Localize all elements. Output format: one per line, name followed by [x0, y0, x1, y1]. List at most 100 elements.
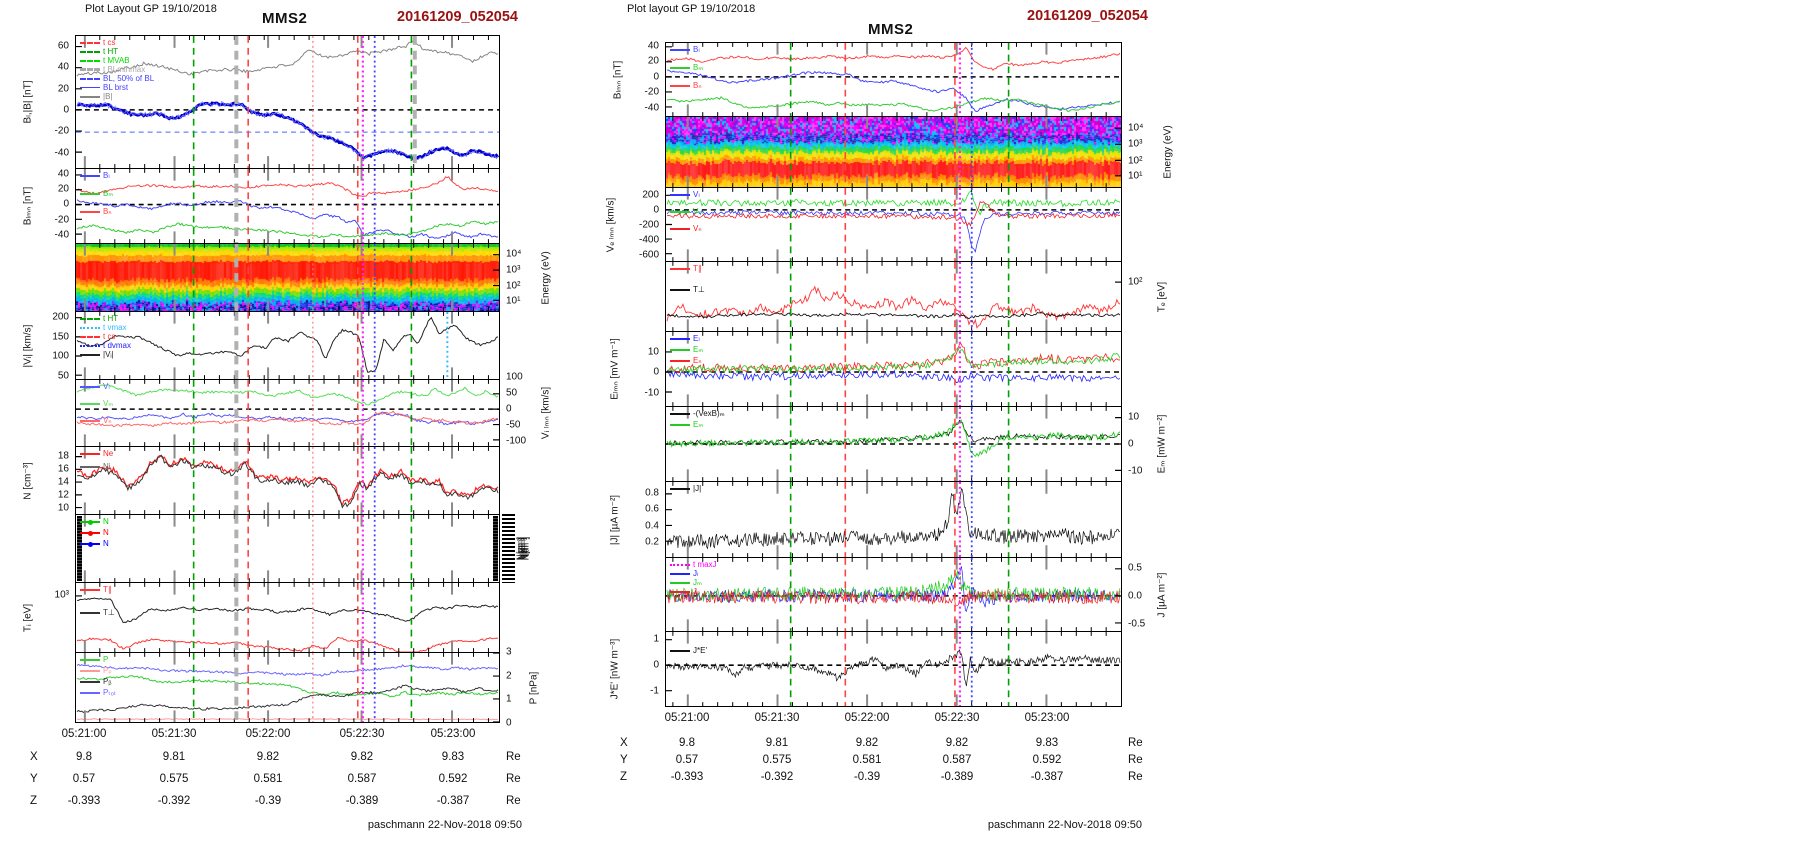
ion-energy-spectrogram-image: [76, 244, 499, 311]
legend-item: T∥: [80, 585, 115, 594]
plot-panel-j-lmn[interactable]: t maxJ Jₗ Jₘ Jₙ: [665, 557, 1122, 632]
plot-panel-e-lmn[interactable]: Eₗ Eₘ Eₙ: [665, 331, 1122, 407]
line-sample: [80, 588, 100, 591]
legend-item: Pₚ: [80, 666, 116, 675]
plot-line: [686, 262, 1048, 331]
plot-panel-vi-lmn[interactable]: Vₗ Vₘ Vₙ: [75, 379, 500, 447]
legend-item: t dvmax: [80, 341, 131, 350]
position-value: 9.81: [162, 751, 186, 763]
plot-panel-b-lmn[interactable]: Bₗ Bₘ Bₙ: [665, 42, 1122, 117]
plot-line: [672, 262, 1107, 331]
ve-lmn-plot-area: [666, 188, 1121, 261]
legend-label: Vₗ: [693, 190, 700, 199]
plot-line: [76, 663, 499, 677]
line-sample: [670, 590, 690, 593]
legend-item: Eₗ: [670, 334, 703, 343]
y-tick-label: 0: [506, 717, 512, 729]
plot-panel-ti[interactable]: T∥ T⊥: [75, 582, 500, 653]
y-tick-label: -50: [506, 419, 521, 431]
legend-label: t HT: [103, 47, 119, 56]
plot-line: [666, 343, 1121, 375]
legend-label: Vₙ: [693, 224, 702, 233]
plot-panel-ion-energy-spectrogram[interactable]: [75, 243, 500, 312]
plot-line: [686, 117, 1048, 187]
position-value: -0.393: [67, 795, 101, 807]
y-tick-label: 0.4: [645, 520, 659, 532]
dot-marker: [80, 530, 100, 536]
plot-line: [666, 96, 1121, 112]
y-tick-label: 0.6: [645, 503, 659, 515]
plot-line: [76, 39, 499, 77]
line-sample: [80, 402, 100, 405]
line-sample: [80, 691, 100, 694]
legend-label: |Vᵢ|: [103, 350, 114, 359]
plot-line: [1115, 127, 1121, 177]
y-tick-label: -40: [644, 102, 659, 114]
line-sample: [80, 680, 100, 683]
legend-item: t maxJ: [670, 560, 717, 569]
legend: t HT t vmax t cs t dvmax |Vᵢ|: [80, 314, 131, 359]
legend-item: BL brst: [80, 83, 154, 92]
position-value: 9.81: [765, 737, 789, 749]
y-tick-label: 100: [506, 371, 523, 383]
legend-item: |B|: [80, 92, 154, 101]
plot-panel-electron-energy-spectrogram[interactable]: [665, 116, 1122, 188]
y-axis-label-right: P [nPa]: [528, 671, 540, 704]
position-value: -0.392: [157, 795, 191, 807]
y-axis-label-right: Energy (eV): [540, 250, 552, 305]
legend-item: Ne: [80, 449, 113, 458]
dot-icon: [88, 519, 93, 525]
plot-panel-pressure[interactable]: P Pₚ Pᵦ Pₜₒₜ: [75, 652, 500, 723]
legend-label: P: [103, 655, 109, 664]
y-tick-label: 12: [57, 489, 69, 501]
legend: J*E': [670, 646, 707, 655]
legend: T∥ T⊥: [80, 585, 115, 631]
line-sample: [80, 210, 100, 213]
y-axis-label-right: Energy (eV): [1162, 125, 1174, 179]
position-value: -0.387: [436, 795, 470, 807]
plot-panel-ve-lmn[interactable]: Vₗ Vₘ Vₙ: [665, 187, 1122, 262]
position-unit: Re: [1128, 737, 1143, 749]
plot-panel-density[interactable]: Ne Ni: [75, 446, 500, 515]
dot-marker: [80, 519, 100, 525]
y-axis-label: Vₑ ₗₘₙ [km/s]: [605, 197, 617, 252]
layout-note: Plot Layout GP 19/10/2018: [85, 3, 217, 15]
legend-label: Jₘ: [693, 578, 702, 587]
legend-label: Jₙ: [693, 587, 701, 596]
y-tick-label: 0: [653, 204, 659, 216]
b-lmn-plot-area: [666, 43, 1121, 116]
y-tick-label: 10⁴: [1128, 122, 1144, 134]
plot-line: [666, 566, 1121, 613]
plot-panel-bl-bmag[interactable]: t cs t HT t MVAB t BLminmax BL, 50% of BL BL …: [75, 35, 500, 169]
legend-item: Vₘ: [670, 207, 703, 216]
plot-panel-em-exb[interactable]: -(VexB)ₘ Eₘ: [665, 406, 1122, 482]
y-tick-label: 16: [57, 463, 69, 475]
line-sample: [670, 84, 690, 87]
plot-line: [1115, 568, 1121, 624]
position-row-label: Y: [30, 773, 38, 785]
plot-panel-vi-mag[interactable]: t HT t vmax t cs t dvmax |Vᵢ|: [75, 311, 500, 380]
plot-line: [493, 393, 499, 441]
legend-label: Bₘ: [693, 63, 704, 72]
plot-line: [76, 317, 82, 376]
plot-line: [666, 648, 1121, 687]
y-tick-label: 3: [506, 646, 512, 658]
plot-panel-b-lmn[interactable]: Bₗ Bₘ Bₙ: [75, 168, 500, 244]
legend-item: P: [80, 655, 116, 664]
y-tick-label: 100: [52, 350, 69, 362]
y-tick-label: 0: [653, 659, 659, 671]
plot-panel-jdote[interactable]: J*E': [665, 631, 1122, 707]
electron-energy-spectrogram-image: [666, 117, 1121, 187]
legend-label: t vmax: [103, 323, 127, 332]
position-value: -0.392: [760, 771, 794, 783]
line-sample: [670, 412, 690, 415]
legend-label: T∥: [693, 264, 702, 273]
legend-label: Bₙ: [103, 207, 112, 216]
legend-label: t cs: [103, 38, 116, 47]
y-tick-label: 2: [506, 670, 512, 682]
plot-panel-te[interactable]: T∥ T⊥: [665, 261, 1122, 332]
x-time-label: 05:23:00: [1024, 712, 1070, 724]
plot-panel-jmag[interactable]: |J|: [665, 481, 1122, 558]
legend: Vₗ Vₘ Vₙ: [670, 190, 703, 241]
